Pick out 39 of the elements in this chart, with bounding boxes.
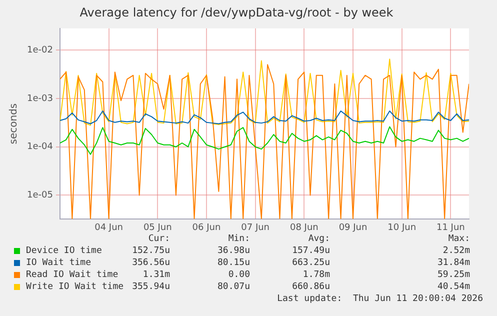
x-tick-label: 11 Jun [436,222,465,233]
legend-label: Device IO time [26,246,102,256]
text: 355.94u [132,282,170,292]
text: 59.25m [436,270,470,280]
text: Avg: [307,234,330,244]
text: Min: [227,234,250,244]
text: 2.52m [442,246,470,256]
x-tick-label: 06 Jun [192,222,221,233]
legend-label: Read IO Wait time [26,270,118,280]
text: 157.49u [291,246,330,256]
x-tick-label: 08 Jun [290,222,318,233]
text: 40.54m [436,282,470,292]
text: 356.56u [131,258,170,268]
text: 36.98u [216,246,250,256]
x-tick-label: 07 Jun [241,222,270,233]
x-tick-label: 09 Jun [338,222,368,233]
x-tick-label: 10 Jun [388,222,416,233]
legend-label: IO Wait time [26,258,92,268]
y-axis-title: seconds [8,103,20,144]
text: Last update: Thu Jun 11 20:00:04 2026 [277,294,483,304]
y-tick-label: 1e-02 [26,45,53,56]
y-tick-label: 1e-03 [26,94,53,104]
text: 0.00 [227,270,250,280]
text: 31.84m [436,258,470,268]
chart-title: Average latency for /dev/ywpData-vg/root - by week [80,5,394,20]
text: Cur: [147,234,170,244]
text: 1.78m [302,270,330,280]
y-tick-label: 1e-05 [26,190,53,201]
x-tick-label: 05 Jun [143,222,172,233]
text: 1.31m [142,270,170,280]
x-tick-label: 04 Jun [94,222,123,233]
text: 660.86u [291,282,330,292]
text: 152.75u [132,246,170,256]
text: Max: [447,234,470,244]
legend-label: Write IO Wait time [26,282,124,292]
text: 663.25u [291,258,330,268]
text: 80.07u [216,282,250,292]
text: 80.15u [216,258,250,268]
y-tick-label: 1e-04 [26,142,54,152]
